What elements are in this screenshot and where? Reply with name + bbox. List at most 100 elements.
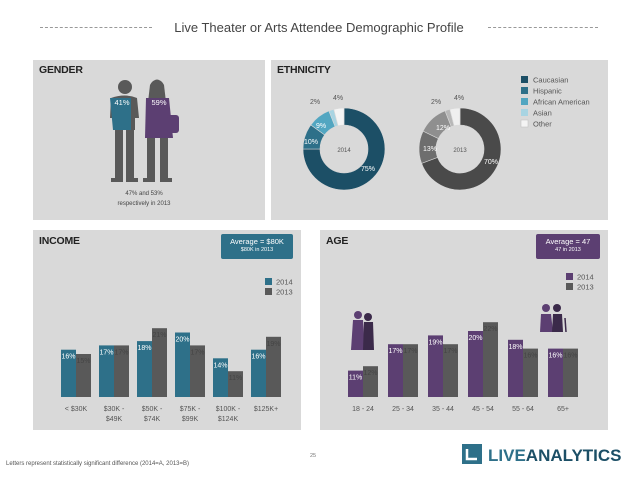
legend-label: Asian: [533, 109, 552, 118]
bar-2014: [468, 331, 483, 397]
bar-value-label: 15%: [76, 358, 90, 365]
bar-2013: [266, 336, 281, 397]
bar-value-label: 17%: [443, 348, 457, 355]
bar-2014: [251, 349, 266, 397]
bar-2014: [348, 370, 363, 397]
logo-icon: [462, 444, 482, 464]
ethnicity-donuts: 75% 10% 9% 2% 4% 2014 70% 13% 12% 2% 4% 2013 Caucasi…: [302, 76, 590, 191]
male-pct-label: 41%: [114, 98, 129, 107]
age-panel: AGE Average = 47 47 in 2013 11% 12% 18 - 2…: [320, 228, 610, 430]
bar-value-label: 16%: [523, 353, 537, 360]
bar-value-label: 21%: [152, 332, 166, 339]
panel-corner-mark: [31, 58, 41, 68]
donut-slice-label: 75%: [361, 166, 375, 173]
bar-value-label: 11%: [229, 375, 243, 382]
bar-value-label: 22%: [483, 326, 497, 333]
bar-value-label: 19%: [428, 339, 442, 346]
x-tick-label: 25 - 34: [392, 406, 414, 413]
logo-text-bold: ANALYTICS: [526, 446, 622, 465]
x-tick-label: 45 - 54: [472, 406, 494, 413]
bar-value-label: 12%: [363, 370, 377, 377]
legend-label: 2013: [276, 288, 293, 297]
bar-2013: [363, 366, 378, 397]
x-tick-label: $30K -: [104, 406, 125, 413]
donut-slice-caucasian: [421, 107, 502, 191]
x-tick-label: $100K -: [216, 406, 241, 413]
bar-2014: [508, 339, 523, 397]
page-number: 25: [310, 453, 317, 459]
income-panel-title: INCOME: [39, 235, 80, 247]
donut-slice-label: 12%: [436, 125, 450, 132]
ethnicity-panel-title: ETHNICITY: [277, 64, 331, 76]
legend-swatch: [265, 278, 272, 285]
donut-slice-label: 2%: [310, 99, 320, 106]
bar-2014: [61, 349, 76, 397]
legend-swatch: [265, 288, 272, 295]
donut-slice-caucasian: [302, 107, 386, 191]
gender-panel: GENDER 41% 59% 47% and 53% respectively …: [31, 58, 265, 220]
donut-slice-other: [449, 107, 461, 127]
male-figure-icon: [110, 80, 139, 182]
gender-panel-title: GENDER: [39, 64, 83, 76]
elderly-couple-icon: [540, 304, 567, 333]
income-average-prior: $80K in 2013: [240, 247, 274, 253]
donut-slice-label: 70%: [484, 159, 498, 166]
x-tick-label: < $30K: [65, 406, 88, 413]
legend-label: Other: [533, 120, 552, 129]
title-rule-right: [488, 27, 598, 28]
bar-value-label: 17%: [403, 348, 417, 355]
bar-2013: [114, 345, 129, 397]
bar-value-label: 17%: [114, 349, 128, 356]
bar-value-label: 17%: [190, 349, 204, 356]
donut-slice-label: 4%: [333, 95, 343, 102]
panel-corner-mark: [600, 58, 610, 68]
gender-note-line2: respectively in 2013: [117, 201, 171, 207]
bar-2013: [403, 344, 418, 397]
donut-slice-label: 10%: [304, 139, 318, 146]
ethnicity-panel: ETHNICITY 75% 10% 9% 2% 4% 2014 70% 13% 12% 2% 4% 2…: [271, 58, 610, 220]
donut-slice-other: [333, 107, 345, 127]
bar-2013: [152, 328, 167, 397]
bar-2013: [483, 322, 498, 397]
panel-corner-mark: [31, 228, 41, 238]
legend-swatch: [566, 273, 573, 280]
x-tick-label: $49K: [106, 416, 123, 423]
bar-value-label: 14%: [213, 362, 227, 369]
legend-label: 2014: [276, 278, 293, 287]
donut-slice-label: 13%: [423, 146, 437, 153]
bar-2014: [548, 348, 563, 397]
bar-value-label: 16%: [61, 354, 75, 361]
x-tick-label: 18 - 24: [352, 406, 374, 413]
bar-2014: [388, 344, 403, 397]
x-tick-label: $74K: [144, 416, 161, 423]
bar-value-label: 17%: [388, 348, 402, 355]
svg-text:LIVEANALYTICS: LIVEANALYTICS: [488, 446, 622, 465]
page-title: Live Theater or Arts Attendee Demographi…: [174, 20, 464, 35]
bar-value-label: 16%: [251, 354, 265, 361]
x-tick-label: $99K: [182, 416, 199, 423]
donut-center-label: 2013: [453, 148, 467, 154]
liveanalytics-logo: LIVEANALYTICS: [462, 444, 622, 465]
panel-corner-mark: [600, 228, 610, 238]
female-pct-label: 59%: [151, 98, 166, 107]
bar-2013: [443, 344, 458, 397]
x-tick-label: $75K -: [180, 406, 201, 413]
bar-2013: [190, 345, 205, 397]
gender-figures: 41% 59% 47% and 53% respectively in 2013: [110, 79, 179, 207]
bar-2014: [213, 358, 228, 397]
x-tick-label: $125K+: [254, 406, 278, 413]
age-panel-title: AGE: [326, 235, 349, 247]
bar-2013: [76, 354, 91, 397]
legend-swatch: [566, 283, 573, 290]
bar-2014: [99, 345, 114, 397]
title-rule-left: [40, 27, 152, 28]
age-average-prior: 47 in 2013: [555, 247, 581, 253]
logo-text-light: LIVE: [488, 446, 526, 465]
bar-value-label: 11%: [349, 375, 363, 382]
bar-value-label: 18%: [137, 345, 151, 352]
legend-label: Hispanic: [533, 87, 562, 96]
age-average-value: Average = 47: [545, 237, 591, 246]
bar-2014: [137, 341, 152, 397]
legend-swatch: [521, 76, 528, 83]
